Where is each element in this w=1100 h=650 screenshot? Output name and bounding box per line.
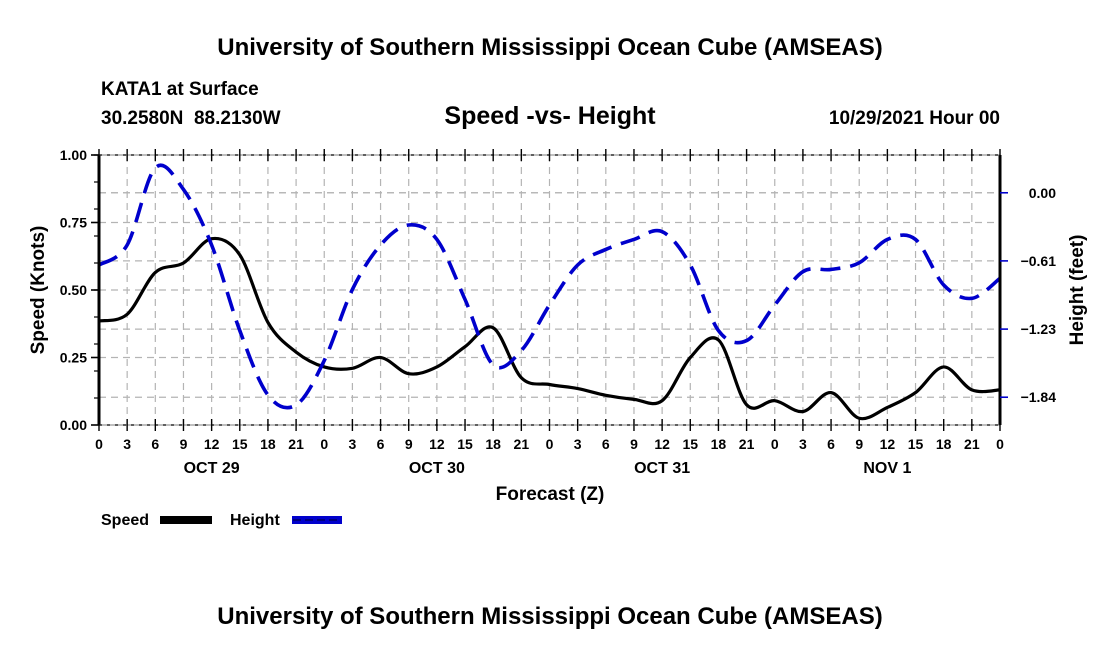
x-date-label: NOV 1 <box>863 460 911 477</box>
x-tick-label: 3 <box>349 436 357 452</box>
x-tick-label: 15 <box>908 436 924 452</box>
y-axis-label-speed: Speed (Knots) <box>28 226 49 355</box>
grid-lines <box>99 155 1000 425</box>
x-tick-label: 9 <box>855 436 863 452</box>
x-tick-label: 3 <box>123 436 131 452</box>
series-line-height <box>97 163 1002 410</box>
x-tick-label: 15 <box>457 436 473 452</box>
y-tick-label-right: −1.84 <box>1021 389 1057 405</box>
y-tick-label-right: −0.61 <box>1021 253 1057 269</box>
x-tick-label: 3 <box>574 436 582 452</box>
x-date-label: OCT 29 <box>184 460 240 477</box>
footer-title: University of Southern Mississippi Ocean… <box>217 603 882 630</box>
x-tick-label: 18 <box>711 436 727 452</box>
x-tick-label: 12 <box>204 436 220 452</box>
x-tick-label: 12 <box>429 436 445 452</box>
coordinates-label: 30.2580N 88.2130W <box>101 108 281 129</box>
legend: Speed Height <box>101 512 342 529</box>
x-tick-label: 12 <box>654 436 670 452</box>
x-tick-label: 6 <box>151 436 159 452</box>
y-tick-label-right: −1.23 <box>1021 321 1057 337</box>
x-date-label: OCT 31 <box>634 460 690 477</box>
x-tick-label: 6 <box>827 436 835 452</box>
legend-speed-swatch <box>160 516 212 524</box>
y-tick-label-left: 0.75 <box>60 215 87 231</box>
x-tick-label: 6 <box>377 436 385 452</box>
y-tick-label-left: 0.50 <box>60 282 87 298</box>
x-tick-label: 12 <box>880 436 896 452</box>
x-tick-label: 15 <box>232 436 248 452</box>
x-tick-label: 0 <box>996 436 1004 452</box>
x-tick-label: 6 <box>602 436 610 452</box>
x-tick-label: 0 <box>771 436 779 452</box>
x-axis-label: Forecast (Z) <box>496 484 605 505</box>
y-tick-label-left: 0.25 <box>60 350 87 366</box>
tick-labels: 0 3 6 9 12 15 18 21 0 3 6 9 12 15 18 21 0 3 6 9 12 15 18 21 0 3 6 9… <box>60 147 1056 477</box>
axes <box>91 149 1008 431</box>
x-tick-label: 9 <box>180 436 188 452</box>
legend-speed-label: Speed <box>101 512 149 529</box>
x-tick-label: 15 <box>682 436 698 452</box>
x-tick-label: 18 <box>260 436 276 452</box>
x-tick-label: 21 <box>514 436 530 452</box>
x-tick-label: 0 <box>95 436 103 452</box>
x-tick-label: 18 <box>485 436 501 452</box>
main-title: University of Southern Mississippi Ocean… <box>217 34 882 61</box>
x-tick-label: 18 <box>936 436 952 452</box>
y-axis-label-height: Height (feet) <box>1067 235 1088 346</box>
x-tick-label: 21 <box>739 436 755 452</box>
x-tick-label: 3 <box>799 436 807 452</box>
x-tick-label: 9 <box>630 436 638 452</box>
plot-title: Speed -vs- Height <box>444 102 656 130</box>
legend-height-label: Height <box>230 512 280 529</box>
station-label: KATA1 at Surface <box>101 79 259 100</box>
x-tick-label: 21 <box>964 436 980 452</box>
y-tick-label-left: 1.00 <box>60 147 87 163</box>
x-tick-label: 9 <box>405 436 413 452</box>
y-tick-label-right: 0.00 <box>1029 185 1056 201</box>
x-tick-label: 0 <box>320 436 328 452</box>
x-date-label: OCT 30 <box>409 460 465 477</box>
x-tick-label: 21 <box>288 436 304 452</box>
y-tick-label-left: 0.00 <box>60 417 87 433</box>
forecast-datetime: 10/29/2021 Hour 00 <box>829 108 1000 129</box>
x-tick-label: 0 <box>546 436 554 452</box>
series-layer <box>97 163 1002 421</box>
series-line-speed <box>98 236 1001 421</box>
